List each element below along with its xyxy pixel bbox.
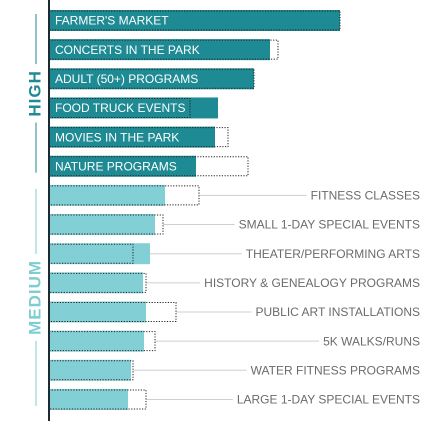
category-label: ADULT (50+) PROGRAMS bbox=[55, 72, 198, 86]
category-label: MOVIES IN THE PARK bbox=[55, 130, 179, 144]
category-label: HISTORY & GENEALOGY PROGRAMS bbox=[204, 276, 420, 290]
category-label: LARGE 1-DAY SPECIAL EVENTS bbox=[237, 393, 420, 407]
bar bbox=[49, 68, 254, 90]
category-label: SMALL 1-DAY SPECIAL EVENTS bbox=[239, 218, 420, 232]
group-label: MEDIUM bbox=[25, 260, 44, 335]
category-label: FITNESS CLASSES bbox=[311, 189, 420, 203]
label-bg bbox=[232, 388, 422, 410]
category-label: FOOD TRUCK EVENTS bbox=[55, 101, 185, 115]
bar bbox=[49, 301, 146, 323]
category-label: NATURE PROGRAMS bbox=[55, 159, 177, 173]
label-bg bbox=[306, 184, 422, 206]
bar bbox=[49, 126, 215, 148]
category-label: 5K WALKS/RUNS bbox=[323, 334, 420, 348]
bar bbox=[49, 97, 218, 119]
category-label: WATER FITNESS PROGRAMS bbox=[251, 363, 420, 377]
bar bbox=[49, 155, 196, 177]
group-label: HIGH bbox=[25, 70, 44, 117]
outline-bar bbox=[48, 156, 249, 177]
label-bg bbox=[246, 359, 422, 381]
bar bbox=[49, 39, 270, 61]
outline-bar bbox=[48, 185, 200, 206]
bar bbox=[49, 10, 340, 31]
category-label: CONCERTS IN THE PARK bbox=[55, 43, 200, 57]
label-bg bbox=[319, 330, 422, 352]
label-bg bbox=[241, 243, 422, 265]
category-label: PUBLIC ART INSTALLATIONS bbox=[256, 305, 421, 319]
category-label: FARMER'S MARKET bbox=[55, 14, 169, 28]
bar bbox=[49, 214, 155, 236]
label-bg bbox=[200, 272, 422, 294]
category-label: THEATER/PERFORMING ARTS bbox=[246, 247, 420, 261]
label-bg bbox=[234, 214, 422, 236]
bar bbox=[49, 272, 143, 294]
label-bg bbox=[251, 301, 422, 323]
bar bbox=[49, 330, 144, 352]
bar bbox=[49, 359, 131, 381]
bar bbox=[49, 184, 165, 206]
bar bbox=[49, 243, 150, 265]
bar bbox=[49, 388, 128, 410]
